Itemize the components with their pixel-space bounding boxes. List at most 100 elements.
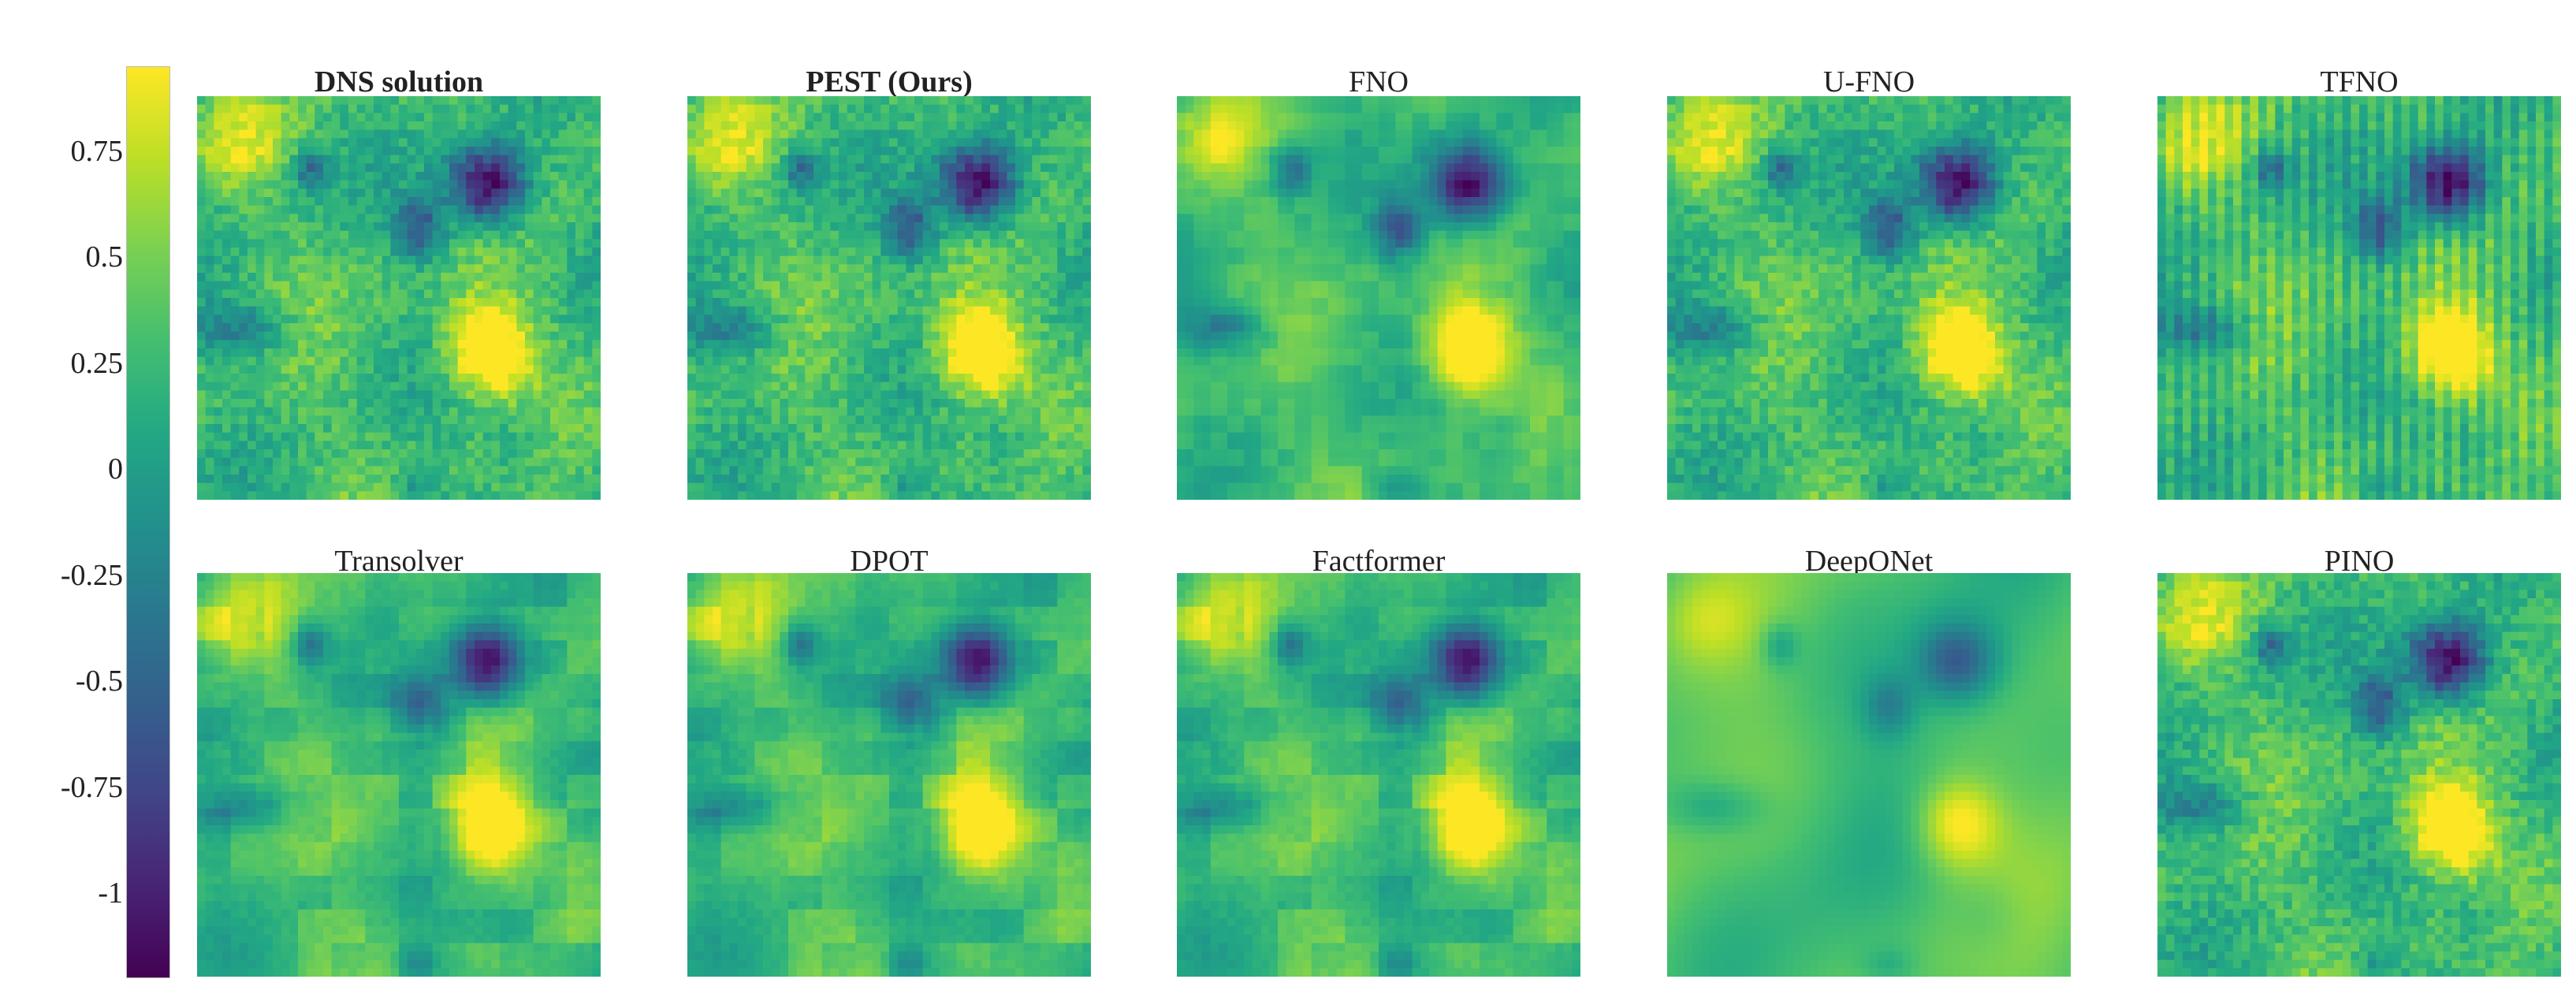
heatmap-cell [956,415,966,425]
heatmap-cell [729,298,739,307]
heatmap-cell [1361,138,1371,147]
heatmap-cell [533,147,542,156]
heatmap-cell [998,382,1007,391]
heatmap-cell [1032,248,1041,257]
heatmap-cell [197,147,207,156]
heatmap-cell [763,172,772,181]
heatmap-cell [533,96,542,106]
heatmap-cell [1294,138,1304,147]
heatmap-cell [508,180,517,189]
heatmap-cell [990,281,1000,290]
heatmap-cell [399,374,408,383]
heatmap-cell [415,306,425,315]
heatmap-cell [575,121,585,131]
heatmap-cell [947,407,957,416]
heatmap-cell [508,147,517,156]
heatmap-cell [695,147,705,156]
heatmap-cell [1345,113,1354,122]
heatmap-cell [720,222,730,232]
heatmap-cell [830,432,839,441]
heatmap-cell [805,222,814,232]
heatmap-cell [457,298,467,307]
heatmap-cell [906,475,915,484]
heatmap-cell [754,197,764,207]
heatmap-cell [1015,331,1025,341]
heatmap-cell [965,415,974,425]
heatmap-cell [542,214,551,223]
heatmap-cell [348,104,358,114]
heatmap-cell [205,382,214,391]
heatmap-cell [432,255,441,265]
heatmap-cell [771,457,780,467]
heatmap-cell [298,457,307,467]
heatmap-cell [704,222,713,232]
heatmap-cell [289,96,299,106]
heatmap-cell [457,390,467,400]
heatmap-cell [214,315,223,324]
heatmap-cell [457,315,467,324]
heatmap-cell [965,298,974,307]
heatmap-cell [922,113,932,122]
heatmap-cell [720,306,730,315]
heatmap-cell [1023,255,1033,265]
heatmap-cell [441,298,450,307]
heatmap-cell [973,239,982,248]
heatmap-cell [771,273,780,282]
heatmap-cell [239,248,248,257]
heatmap-cell [813,197,823,207]
heatmap-cell [1048,214,1058,223]
heatmap-cell [990,113,1000,122]
heatmap-cell [255,348,265,358]
heatmap-cell [864,365,873,374]
heatmap-cell [914,239,924,248]
heatmap-cell [931,230,940,240]
heatmap-cell [713,331,722,341]
heatmap-cell [906,255,915,265]
heatmap-cell [382,180,391,189]
heatmap-cell [500,180,509,189]
heatmap-cell [424,289,434,299]
heatmap-cell [516,331,526,341]
heatmap-cell [830,180,839,189]
heatmap-cell [482,273,492,282]
heatmap-cell [457,491,467,500]
heatmap-cell [922,365,932,374]
heatmap-cell [415,491,425,500]
heatmap-cell [1082,365,1091,374]
heatmap-cell [821,390,831,400]
heatmap-cell [491,121,501,131]
heatmap-cell [306,449,315,459]
heatmap-cell [1057,104,1067,114]
heatmap-cell [575,172,585,181]
heatmap-cell [331,415,341,425]
heatmap-cell [457,239,467,248]
heatmap-cell [214,475,223,484]
heatmap-cell [500,475,509,484]
heatmap-cell [1429,154,1439,164]
heatmap-cell [763,306,772,315]
heatmap-cell [855,222,865,232]
heatmap-cell [805,449,814,459]
heatmap-cell [475,298,484,307]
heatmap-cell [956,432,966,441]
heatmap-cell [1048,205,1058,214]
heatmap-cell [780,129,789,139]
heatmap-cell [441,441,450,450]
heatmap-cell [931,466,940,475]
heatmap-cell [558,399,568,408]
heatmap-cell [273,374,282,383]
heatmap-cell [990,222,1000,232]
heatmap-cell [205,306,214,315]
heatmap-cell [973,96,982,106]
heatmap-cell [729,365,739,374]
heatmap-cell [222,306,232,315]
heatmap-cell [382,172,391,181]
heatmap-cell [1429,104,1439,114]
heatmap-cell [805,475,814,484]
heatmap-cell [239,154,248,164]
heatmap-cell [298,230,307,240]
heatmap-cell [1015,340,1025,349]
heatmap-cell [441,306,450,315]
heatmap-cell [1066,255,1075,265]
heatmap-cell [973,264,982,274]
